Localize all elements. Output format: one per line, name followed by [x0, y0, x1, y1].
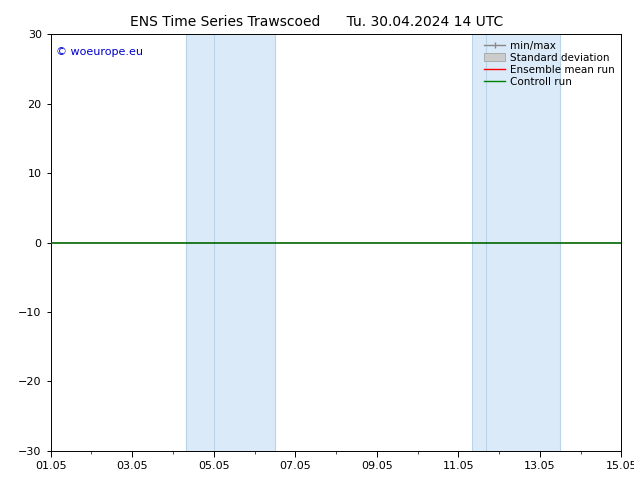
Bar [186, 34, 275, 451]
Text: ENS Time Series Trawscoed      Tu. 30.04.2024 14 UTC: ENS Time Series Trawscoed Tu. 30.04.2024… [131, 15, 503, 29]
Text: © woeurope.eu: © woeurope.eu [56, 47, 143, 57]
Legend: min/max, Standard deviation, Ensemble mean run, Controll run: min/max, Standard deviation, Ensemble me… [481, 37, 618, 90]
Bar [472, 34, 560, 451]
